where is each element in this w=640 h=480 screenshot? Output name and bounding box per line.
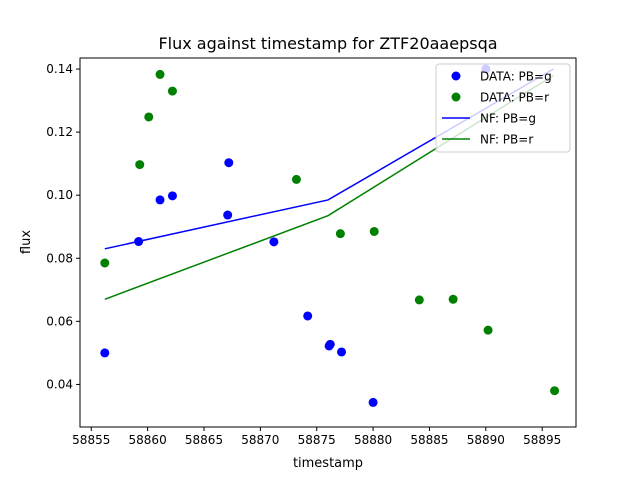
legend-label-data-pb-r: DATA: PB=r — [480, 91, 549, 105]
legend-label-nf-pb-g: NF: PB=g — [480, 112, 536, 126]
data-point-data-pb-g-3 — [167, 191, 177, 201]
data-point-data-pb-r-0 — [100, 258, 110, 268]
data-point-data-pb-r-3 — [155, 69, 165, 79]
points-layer — [100, 64, 560, 407]
y-axis-ticks: 0.04 0.06 0.08 0.10 0.12 0.14 — [46, 62, 80, 391]
legend-box — [435, 63, 571, 153]
data-point-data-pb-r-6 — [335, 229, 345, 239]
y-axis-label: flux — [19, 230, 34, 254]
y-tick-label: 0.10 — [46, 188, 73, 202]
x-tick-label: 58890 — [467, 433, 505, 447]
data-point-data-pb-r-5 — [291, 174, 301, 184]
x-axis-ticks: 58855 58860 58865 58870 58875 58880 58885 58890… — [72, 427, 561, 447]
legend-marker-data-pb-g — [451, 71, 461, 81]
x-tick-label: 58855 — [72, 433, 110, 447]
data-point-data-pb-r-9 — [448, 294, 458, 304]
data-point-data-pb-r-11 — [550, 386, 560, 396]
legend-label-nf-pb-r: NF: PB=r — [480, 133, 533, 147]
x-tick-label: 58895 — [523, 433, 561, 447]
x-tick-label: 58885 — [410, 433, 448, 447]
y-tick-label: 0.08 — [46, 251, 73, 265]
y-tick-label: 0.12 — [46, 125, 73, 139]
data-point-data-pb-g-9 — [325, 339, 335, 349]
data-point-data-pb-g-10 — [337, 347, 347, 357]
data-point-data-pb-r-1 — [135, 160, 145, 170]
x-tick-label: 58870 — [241, 433, 279, 447]
data-point-data-pb-g-1 — [134, 237, 144, 247]
data-point-data-pb-g-5 — [224, 158, 234, 168]
x-tick-label: 58880 — [354, 433, 392, 447]
x-axis-label: timestamp — [293, 456, 363, 471]
x-tick-label: 58865 — [185, 433, 223, 447]
y-tick-label: 0.04 — [46, 377, 73, 391]
data-point-data-pb-r-4 — [167, 86, 177, 96]
axes-frame — [79, 57, 577, 428]
data-point-data-pb-r-7 — [369, 226, 379, 236]
data-point-data-pb-r-2 — [144, 112, 154, 122]
data-point-data-pb-r-8 — [414, 295, 424, 305]
y-tick-label: 0.14 — [46, 62, 73, 76]
data-point-data-pb-g-4 — [223, 210, 233, 220]
y-tick-label: 0.06 — [46, 314, 73, 328]
legend-label-data-pb-g: DATA: PB=g — [480, 70, 552, 84]
data-point-data-pb-r-10 — [483, 325, 493, 335]
data-point-data-pb-g-6 — [269, 237, 279, 247]
x-tick-label: 58860 — [129, 433, 167, 447]
data-point-data-pb-g-11 — [368, 397, 378, 407]
legend: DATA: PB=g DATA: PB=r NF: PB=g NF: PB=r — [435, 63, 571, 153]
data-point-data-pb-g-0 — [100, 348, 110, 358]
chart-title: Flux against timestamp for ZTF20aaepsqa — [158, 34, 497, 53]
legend-marker-data-pb-r — [451, 92, 461, 102]
data-point-data-pb-g-2 — [155, 195, 165, 205]
data-point-data-pb-g-7 — [303, 311, 313, 321]
x-tick-label: 58875 — [298, 433, 336, 447]
